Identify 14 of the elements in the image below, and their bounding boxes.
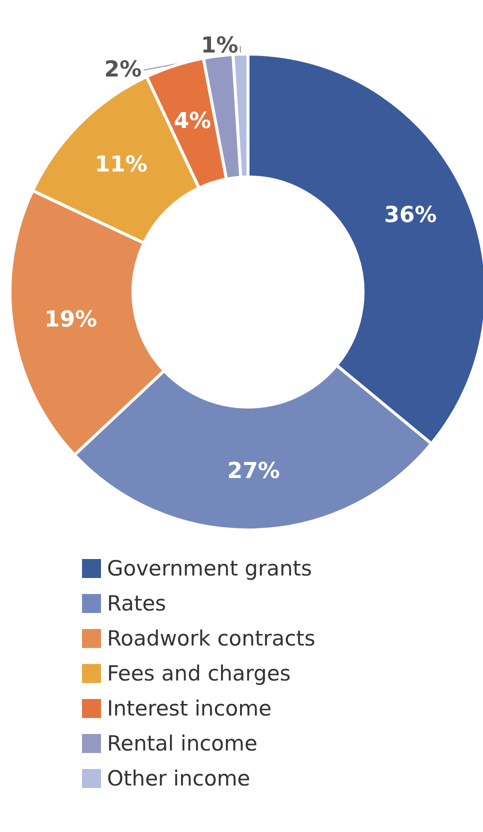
legend-label: Interest income (107, 696, 272, 720)
legend-label: Rental income (107, 732, 258, 756)
legend-label: Roadwork contracts (107, 626, 316, 650)
legend-label: Rates (107, 592, 166, 616)
data-label: 2% (104, 58, 142, 83)
legend-label: Government grants (107, 556, 312, 580)
legend-label: Other income (107, 766, 250, 790)
data-label: 11% (94, 152, 148, 178)
data-label: 19% (44, 308, 98, 333)
legend-label: Fees and charges (107, 662, 291, 686)
data-label: 4% (174, 108, 212, 134)
data-label: 36% (384, 203, 437, 228)
data-label: 27% (227, 458, 280, 484)
data-label: 1% (200, 34, 238, 59)
